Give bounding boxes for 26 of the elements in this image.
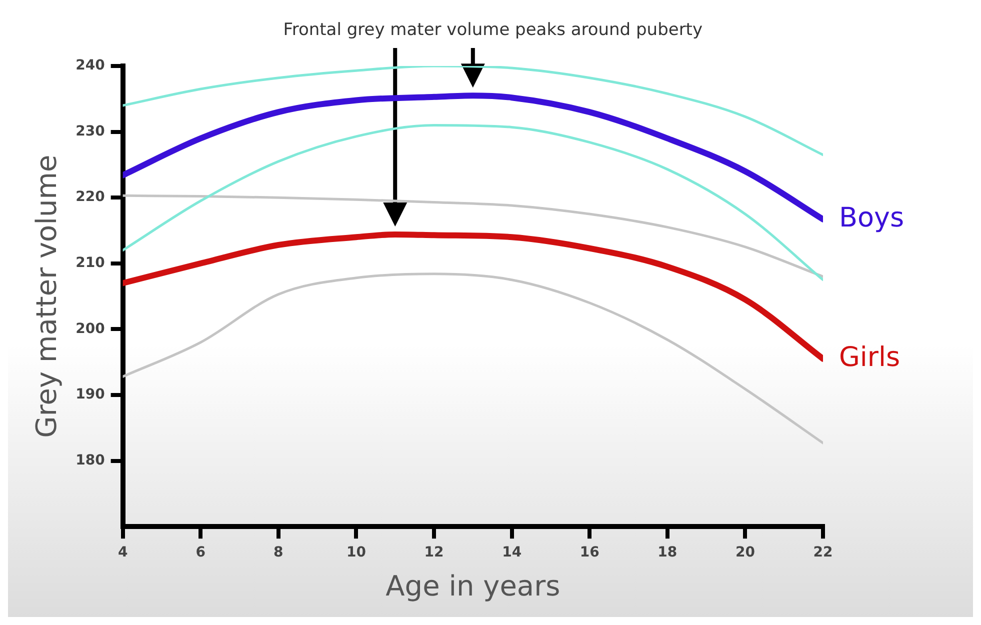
y-tick-label: 200 — [76, 320, 106, 337]
x-tick-label: 22 — [813, 544, 833, 561]
line-series — [122, 194, 823, 278]
y-tick-label: 220 — [76, 189, 106, 206]
y-tick-label: 230 — [76, 123, 106, 140]
text: Frontal grey mater volume peaks around puberty — [283, 20, 703, 40]
x-tick-label: 14 — [502, 544, 522, 561]
x-tick-label: 8 — [274, 544, 284, 561]
x-tick-label: 20 — [735, 544, 756, 561]
x-tick-label: 10 — [346, 544, 366, 561]
x-tick-label: 18 — [658, 544, 678, 561]
x-tick-label: 6 — [196, 544, 206, 561]
line-series — [122, 272, 823, 444]
x-axis-title: Age in years — [386, 569, 560, 602]
x-tick-label: 4 — [118, 544, 128, 561]
line-series — [122, 124, 823, 282]
y-tick-label: 210 — [76, 255, 106, 272]
y-tick-label: 240 — [76, 58, 106, 74]
y-tick-label: 190 — [76, 386, 106, 403]
x-tick-label: 16 — [580, 544, 600, 561]
series-label: Boys — [839, 202, 904, 234]
line-series — [122, 66, 823, 156]
x-tick-label: 12 — [424, 544, 444, 561]
y-axis-title: Grey matter volume — [30, 154, 64, 438]
series-label: Girls — [839, 342, 900, 373]
y-tick-label: 180 — [76, 452, 106, 468]
